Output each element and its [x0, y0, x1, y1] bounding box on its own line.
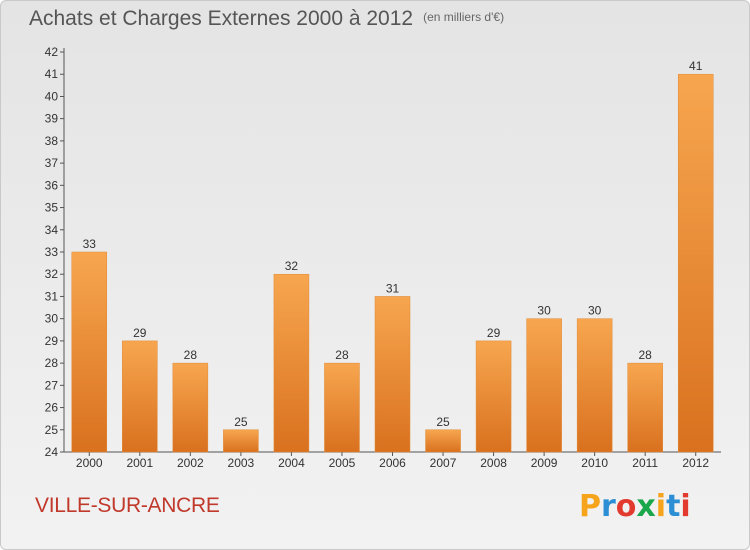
bar-2010 — [576, 318, 613, 453]
bar-value-label: 30 — [537, 304, 551, 318]
logo-letter: P — [579, 489, 601, 524]
logo-letter: o — [615, 489, 637, 524]
y-tick-label: 32 — [45, 267, 59, 281]
y-tick-label: 41 — [45, 67, 59, 81]
y-tick-label: 34 — [45, 223, 59, 237]
y-tick-label: 28 — [45, 356, 59, 370]
proxiti-logo: Proxiti — [579, 489, 691, 524]
commune-name: VILLE-SUR-ANCRE — [35, 494, 220, 517]
bar-2011 — [627, 362, 663, 453]
logo-letter: i — [655, 489, 667, 524]
bar-value-label: 28 — [639, 348, 653, 362]
y-tick-label: 25 — [45, 423, 59, 437]
logo-letter: t — [666, 489, 681, 524]
y-tick-label: 24 — [45, 445, 59, 459]
y-tick-label: 35 — [45, 201, 59, 215]
bar-2000 — [71, 251, 108, 453]
y-tick-label: 29 — [45, 334, 59, 348]
bar-value-label: 29 — [133, 326, 147, 340]
y-tick-label: 33 — [45, 245, 59, 259]
x-tick-label: 2009 — [531, 456, 558, 470]
bar-2006 — [374, 296, 411, 453]
y-tick-label: 36 — [45, 178, 59, 192]
bar-value-label: 41 — [689, 59, 703, 73]
bar-value-label: 25 — [234, 415, 248, 429]
y-tick-label: 39 — [45, 112, 59, 126]
bar-value-label: 31 — [386, 281, 400, 295]
bars: 33 29 28 25 32 28 31 25 29 30 30 28 41 — [71, 59, 714, 453]
bar-2003 — [223, 429, 259, 453]
bar-2009 — [526, 318, 562, 453]
x-tick-label: 2006 — [379, 456, 406, 470]
y-tick-label: 31 — [45, 289, 59, 303]
x-tick-label: 2005 — [329, 456, 356, 470]
y-tick-label: 40 — [45, 89, 59, 103]
subtitle-text: (en milliers d'€) — [423, 10, 505, 24]
bar-2012 — [677, 73, 714, 453]
x-tick-label: 2000 — [76, 456, 103, 470]
x-tick-label: 2003 — [228, 456, 255, 470]
logo-letter: r — [601, 489, 616, 524]
bar-2005 — [324, 362, 360, 453]
y-tick-label: 37 — [45, 156, 59, 170]
chart-title: Achats et Charges Externes 2000 à 2012 (e… — [29, 7, 504, 31]
bar-value-label: 30 — [588, 304, 602, 318]
x-tick-label: 2007 — [430, 456, 457, 470]
y-tick-label: 42 — [45, 45, 59, 59]
bar-2007 — [425, 429, 461, 453]
x-tick-label: 2012 — [682, 456, 709, 470]
bar-value-label: 29 — [487, 326, 501, 340]
logo-letter: i — [680, 489, 691, 524]
bar-value-label: 33 — [83, 237, 97, 251]
bar-value-label: 28 — [184, 348, 198, 362]
x-tick-label: 2002 — [177, 456, 204, 470]
x-tick-label: 2004 — [278, 456, 305, 470]
x-tick-label: 2010 — [581, 456, 608, 470]
x-tick-label: 2001 — [126, 456, 153, 470]
bar-value-label: 25 — [436, 415, 450, 429]
logo-letter: x — [636, 489, 656, 524]
y-tick-label: 27 — [45, 378, 59, 392]
y-tick-label: 30 — [45, 312, 59, 326]
y-tick-label: 38 — [45, 134, 59, 148]
bar-2008 — [475, 340, 512, 453]
bar-2004 — [273, 273, 310, 453]
bar-2002 — [172, 362, 209, 453]
title-text: Achats et Charges Externes 2000 à 2012 — [29, 7, 414, 30]
bar-value-label: 28 — [335, 348, 349, 362]
x-tick-label: 2011 — [632, 456, 658, 470]
y-tick-label: 26 — [45, 401, 59, 415]
bar-value-label: 32 — [285, 259, 299, 273]
x-tick-label: 2008 — [480, 456, 507, 470]
bar-2001 — [122, 340, 158, 453]
